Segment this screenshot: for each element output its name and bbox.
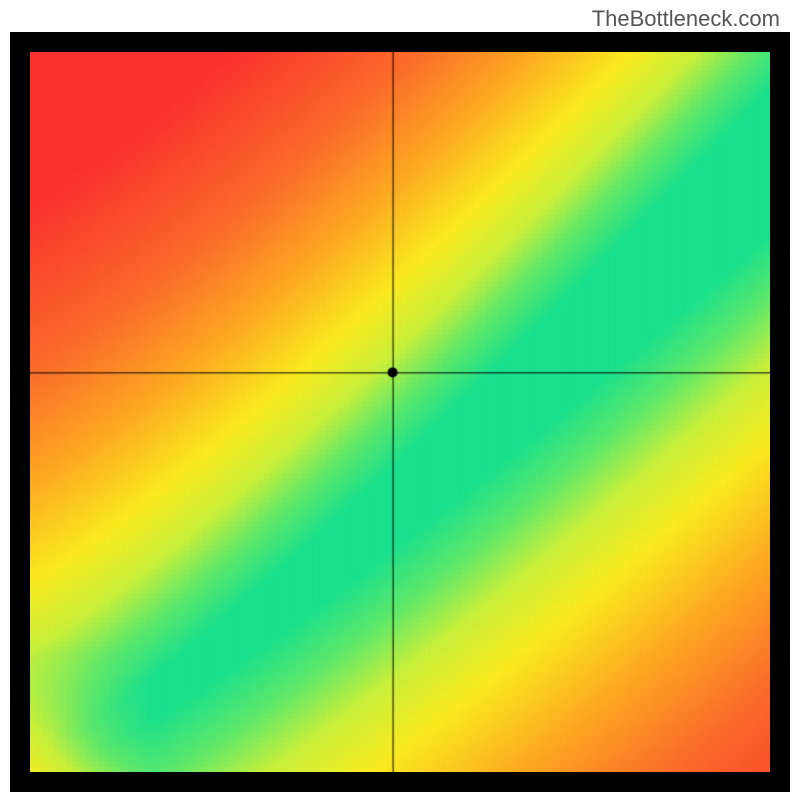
bottleneck-heatmap [30, 52, 770, 772]
chart-outer-frame [10, 32, 790, 792]
watermark-text: TheBottleneck.com [592, 6, 780, 32]
